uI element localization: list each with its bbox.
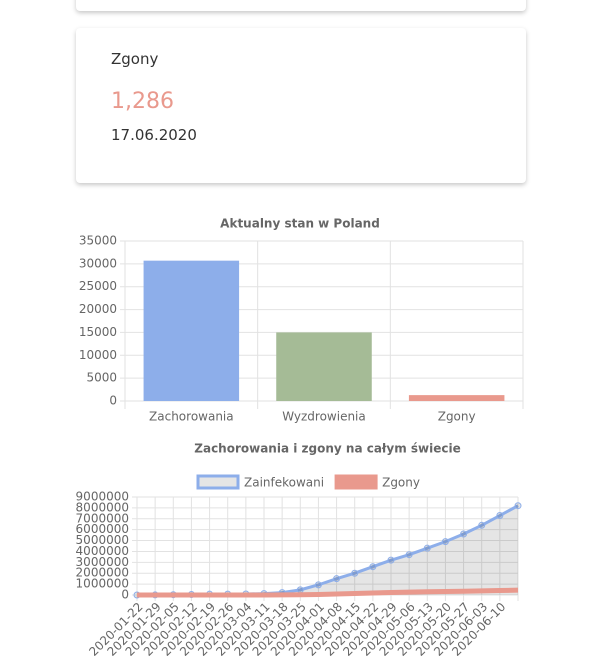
y-tick-label: 5000000 (76, 533, 129, 547)
point (405, 551, 413, 559)
y-tick-label: 0 (121, 588, 129, 602)
card-top (76, 0, 526, 11)
y-tick-label: 25000 (79, 279, 117, 293)
legend-swatch (334, 474, 378, 490)
point (478, 521, 486, 529)
point (460, 530, 468, 538)
point (441, 538, 449, 546)
point (351, 569, 359, 577)
bar (143, 260, 240, 401)
card-date: 17.06.2020 (111, 126, 197, 144)
chart-title: Zachorowania i zgony na całym świecie (194, 442, 460, 456)
point (496, 512, 504, 520)
y-tick-label: 4000000 (76, 544, 129, 558)
y-tick-label: 0 (109, 394, 117, 408)
y-tick-label: 9000000 (76, 490, 129, 504)
y-tick-label: 15000 (79, 325, 117, 339)
legend-label: Zainfekowani (244, 476, 324, 490)
card-title: Zgony (111, 50, 159, 68)
x-tick-label: Zachorowania (149, 410, 234, 424)
point (514, 502, 522, 510)
y-tick-label: 30000 (79, 256, 117, 270)
x-tick-label: Zgony (438, 410, 476, 424)
y-tick-label: 10000 (79, 348, 117, 362)
y-tick-label: 35000 (79, 234, 117, 248)
y-tick-label: 8000000 (76, 500, 129, 514)
legend-swatch (196, 474, 240, 490)
chart-title: Aktualny stan w Poland (220, 217, 380, 231)
bar (408, 395, 505, 401)
area (137, 505, 518, 595)
card-value: 1,286 (111, 89, 174, 114)
y-tick-label: 3000000 (76, 555, 129, 569)
y-tick-label: 6000000 (76, 522, 129, 536)
card: Zgony 1,286 17.06.2020 (76, 28, 526, 183)
y-tick-label: 5000 (86, 371, 117, 385)
legend-label: Zgony (382, 476, 420, 490)
point (387, 556, 395, 564)
point (296, 586, 304, 594)
y-tick-label: 2000000 (76, 566, 129, 580)
point (314, 581, 322, 589)
bar (276, 332, 372, 401)
x-tick-label: Wyzdrowienia (282, 410, 366, 424)
y-tick-label: 7000000 (76, 511, 129, 525)
point (369, 563, 377, 571)
y-tick-label: 20000 (79, 302, 117, 316)
y-tick-label: 1000000 (76, 577, 129, 591)
point (423, 544, 431, 552)
series-line (136, 587, 519, 598)
point (333, 575, 341, 583)
